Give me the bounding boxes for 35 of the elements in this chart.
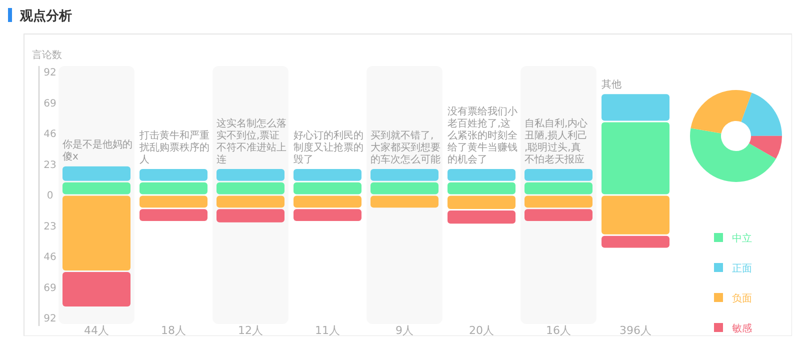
legend-label: 正面 bbox=[732, 264, 752, 274]
x-tick-label: 396人 bbox=[620, 324, 652, 337]
annotation: 打击黄牛和严重扰乱购票秩序的人 bbox=[138, 129, 210, 166]
annotation: 买到就不错了,大家都买到想要的车次怎么可能 bbox=[370, 129, 440, 166]
donut-slice bbox=[741, 92, 782, 136]
donut-slice bbox=[690, 128, 776, 182]
annotation: 自私自利,内心丑陋,损人利己,聪明过头,真不怕老天报应 bbox=[524, 117, 588, 166]
y-tick-label: 23 bbox=[44, 160, 56, 171]
x-tick-label: 11人 bbox=[315, 324, 340, 337]
y-tick-label: 46 bbox=[44, 252, 56, 263]
x-tick-label: 9人 bbox=[396, 324, 414, 337]
y-tick-label: 69 bbox=[44, 282, 56, 294]
annotation: 你是不是他妈的傻x bbox=[62, 138, 132, 163]
donut-slice bbox=[749, 136, 782, 159]
y-tick-label: 23 bbox=[44, 221, 56, 232]
x-tick-label: 12人 bbox=[238, 324, 263, 337]
annotation: 这实名制怎么落实不到位,票证不符不准进站上连 bbox=[216, 117, 286, 166]
legend-label: 敏感 bbox=[732, 322, 752, 334]
y-tick-label: 0 bbox=[46, 190, 54, 202]
y-tick-label: 69 bbox=[44, 98, 56, 110]
x-tick-label: 20人 bbox=[469, 324, 494, 337]
chart-title: 观点分析 bbox=[19, 8, 72, 24]
y-tick-label: 92 bbox=[44, 68, 56, 78]
annotation: 好心订的利民的制度又让抢票的毁了 bbox=[294, 129, 364, 166]
annotation: 其他 bbox=[602, 78, 622, 90]
y-tick-label: 92 bbox=[44, 314, 56, 324]
y-axis-title: 言论数 bbox=[32, 49, 62, 61]
x-tick-label: 44人 bbox=[84, 324, 109, 337]
legend-label: 负面 bbox=[732, 292, 752, 304]
donut-slice bbox=[690, 90, 752, 134]
legend-label: 中立 bbox=[732, 232, 752, 244]
x-tick-label: 18人 bbox=[161, 324, 186, 337]
x-tick-label: 16人 bbox=[546, 324, 571, 337]
annotation: 没有票给我们小老百姓抢了,这么紧张的时刻全给了黄牛当赚钱的机会了 bbox=[448, 105, 518, 166]
y-tick-label: 46 bbox=[44, 129, 56, 140]
